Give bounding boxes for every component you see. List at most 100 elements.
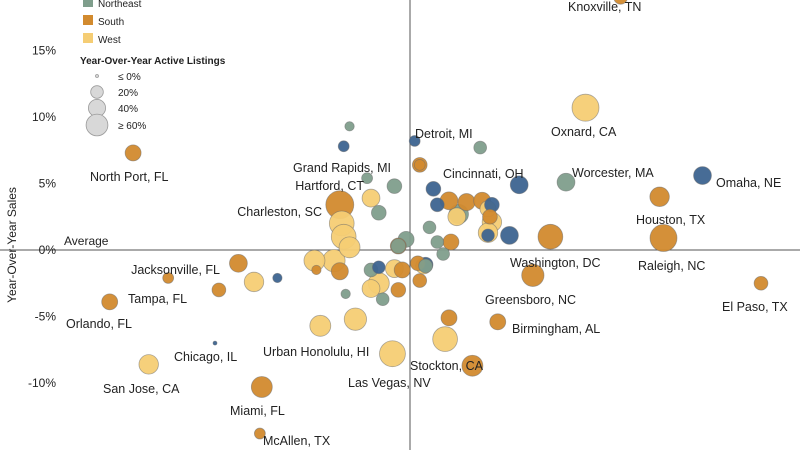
legend-size-circle [95,74,99,78]
data-point [432,326,458,352]
point-label: McAllen, TX [263,434,331,448]
data-point [556,172,576,192]
legend-size-label: ≥ 60% [118,121,146,132]
data-point [338,236,361,259]
point-label: Urban Honolulu, HI [263,345,369,359]
legend-region-label: West [98,35,121,46]
point-labels: Knoxville, TN Oxnard, CA Detroit, MI Grand … [66,0,788,448]
point-label: Tampa, FL [128,292,187,306]
data-point [124,144,142,162]
data-point [386,178,403,194]
point-label: Grand Rapids, MI [293,161,391,175]
y-tick-label: -10% [28,376,56,390]
data-point [343,307,367,331]
data-point [361,279,381,298]
point-label: Detroit, MI [415,127,473,141]
data-point [211,282,227,298]
data-point [649,224,678,252]
data-point [330,262,349,281]
data-point [138,354,159,375]
point-label: Hartford, CT [295,179,364,193]
data-point [393,261,411,279]
point-label: Raleigh, NC [638,259,705,273]
data-point [537,223,564,250]
point-label: Jacksonville, FL [131,263,220,277]
data-point [430,235,445,249]
data-point [436,247,450,261]
data-point [649,186,670,207]
data-point [521,263,545,287]
y-tick-label: 10% [32,110,56,124]
data-point [390,282,407,298]
data-point [344,121,355,132]
data-point [412,273,428,288]
point-label: Orlando, FL [66,317,132,331]
y-tick-label: -5% [35,310,57,324]
y-tick-label: 0% [39,243,57,257]
point-label: Miami, FL [230,404,285,418]
data-point [272,272,283,284]
data-point [509,175,529,195]
legend-size-circle [85,113,109,137]
data-point [243,271,265,293]
data-point [408,135,421,147]
data-point [447,207,467,227]
data-point [311,264,322,276]
data-point [361,188,381,208]
data-point [489,313,507,331]
legend-size-label: 20% [118,88,138,99]
legend-swatch [83,0,93,7]
data-point [162,272,175,284]
point-label: Washington, DC [510,256,601,270]
data-point [250,376,273,398]
legend-size-label: ≤ 0% [118,72,141,83]
data-point [309,314,332,337]
point-label: San Jose, CA [103,382,180,396]
data-point [422,220,437,235]
data-point [375,292,390,306]
legend: Northeast South West Year-Over-Year Active … [80,0,226,137]
data-point [379,340,406,368]
point-label: Las Vegas, NV [348,376,431,390]
point-label: Houston, TX [636,213,706,227]
data-point [461,354,484,377]
data-points [101,0,769,440]
data-point [372,260,386,275]
legend-swatch [83,33,93,43]
data-point [101,293,119,311]
data-point [457,193,476,212]
data-point [390,238,407,254]
point-label: Chicago, IL [174,350,237,364]
data-point [571,93,600,122]
data-point [361,172,373,185]
data-point [425,181,442,197]
point-label: Worcester, MA [572,166,654,180]
data-point [253,427,266,440]
data-point [371,204,387,221]
point-label: Oxnard, CA [551,125,617,139]
point-label: Cincinnati, OH [443,167,524,181]
point-label: El Paso, TX [722,300,788,314]
data-point [337,140,350,153]
data-point [418,258,433,274]
point-label: North Port, FL [90,170,169,184]
average-label: Average [64,234,109,248]
data-point [212,340,218,346]
point-label: Birmingham, AL [512,322,600,336]
y-tick-label: 15% [32,44,56,58]
point-label: Omaha, NE [716,176,781,190]
data-point [753,275,769,291]
legend-region-label: Northeast [98,0,142,10]
legend-swatch [83,15,93,25]
data-point [613,0,628,5]
data-point [440,309,458,327]
data-point [413,159,426,171]
point-label: Knoxville, TN [568,0,641,14]
data-point [429,197,445,213]
point-label: Charleston, SC [237,205,322,219]
data-point [482,208,498,225]
y-tick-label: 5% [39,177,57,191]
data-point [481,228,495,243]
